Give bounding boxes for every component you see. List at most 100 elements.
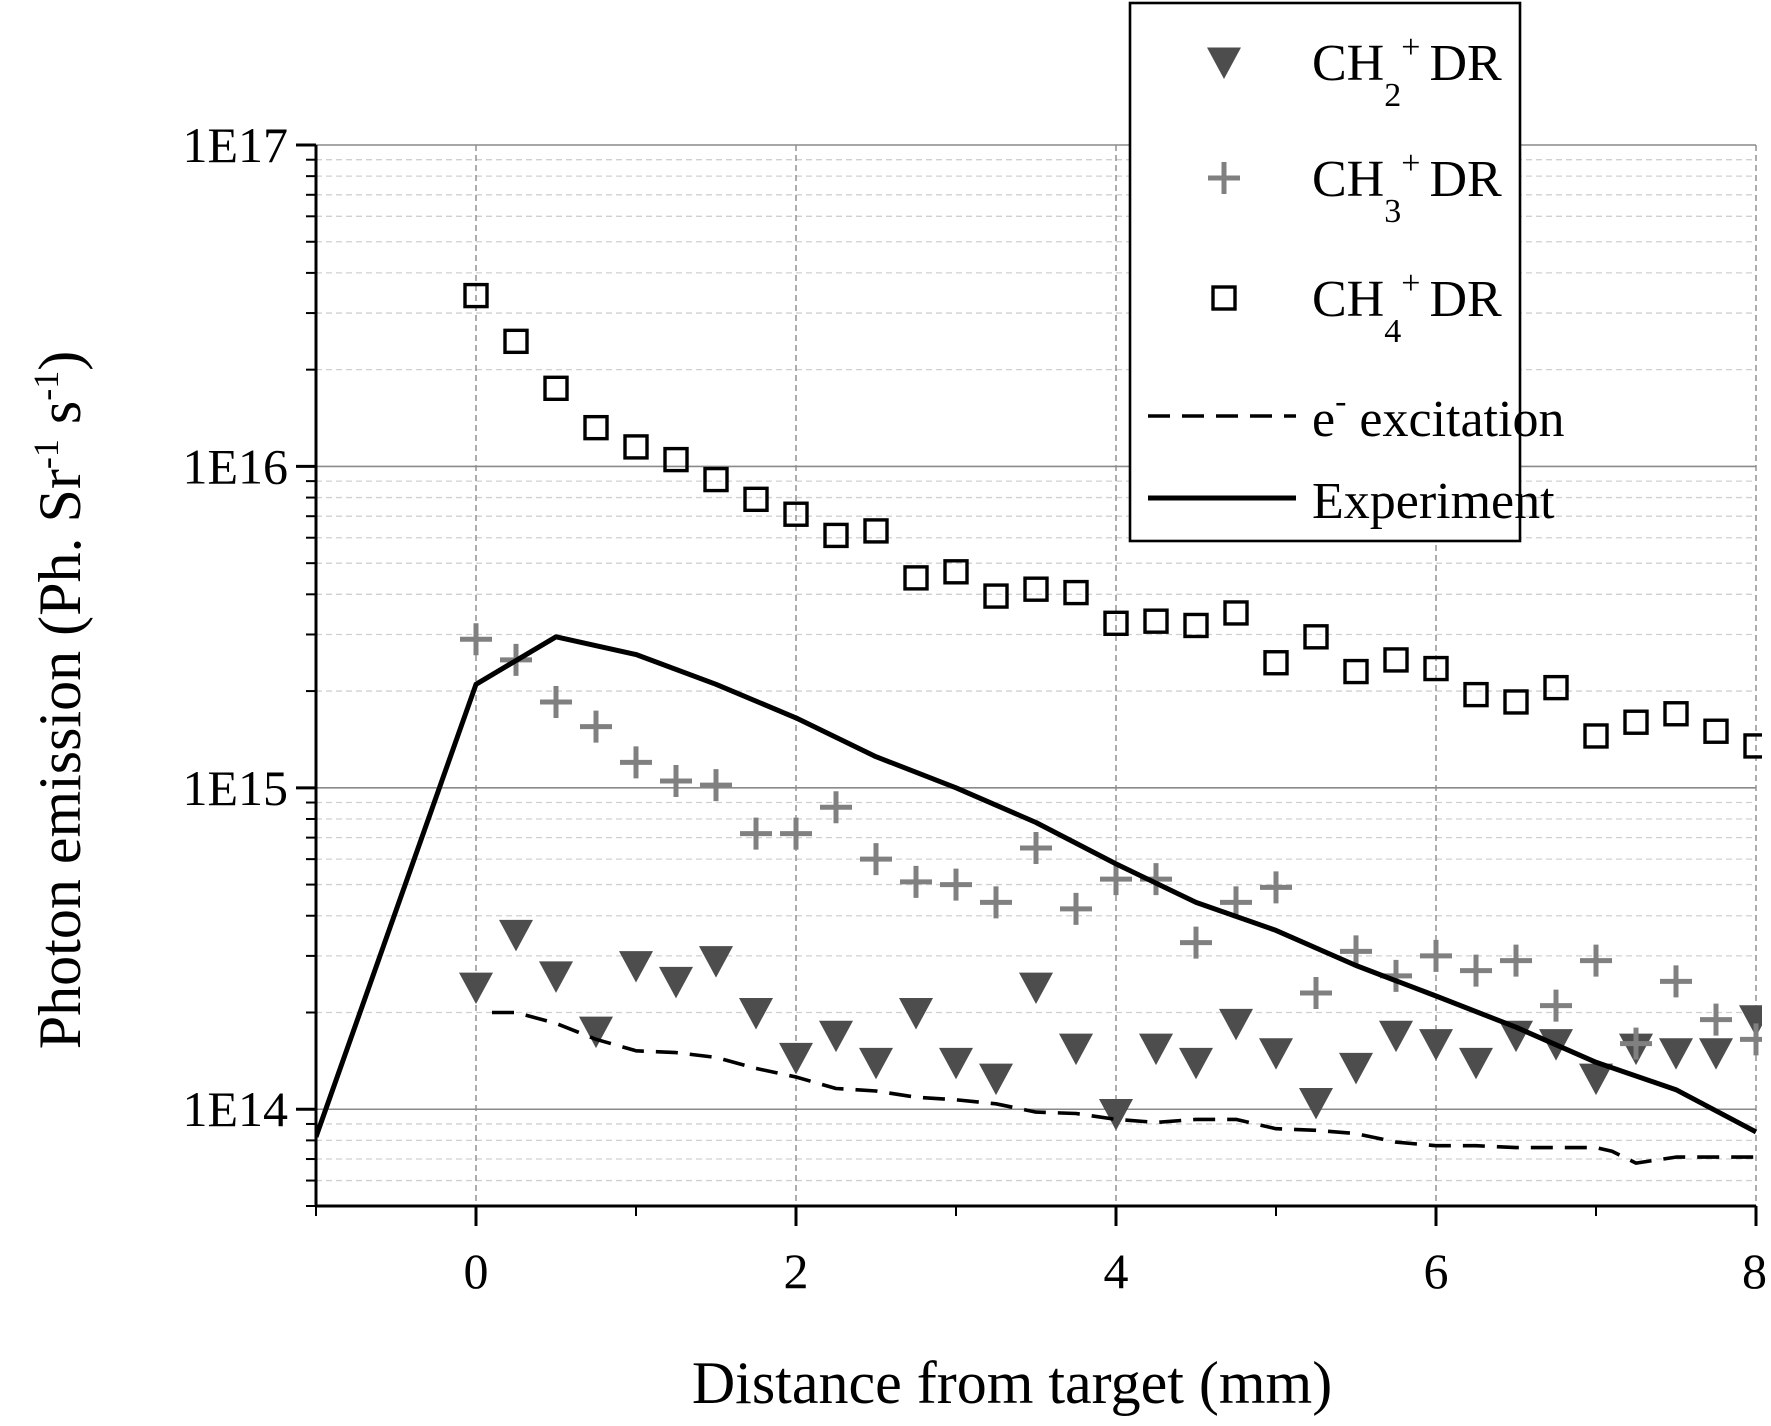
- x-tick-label: 4: [1104, 1243, 1129, 1299]
- data-point-triangle: [1419, 1029, 1453, 1061]
- data-point-square: [503, 328, 529, 355]
- y-tick-label: 1E17: [182, 117, 288, 173]
- data-point-square: [1211, 285, 1237, 311]
- legend-item: CH2+ DR: [1207, 29, 1502, 114]
- data-point-square: [1343, 658, 1369, 685]
- x-tick-label: 6: [1424, 1243, 1449, 1299]
- data-point-plus: [900, 865, 932, 898]
- data-point-square: [1303, 624, 1329, 650]
- data-point-triangle: [1659, 1038, 1693, 1070]
- legend-label: CH4+ DR: [1312, 265, 1502, 350]
- data-point-plus: [1060, 892, 1092, 925]
- series-experiment: [316, 634, 1758, 1138]
- data-point-plus: [1620, 1027, 1652, 1060]
- series-ch3-dr: [460, 623, 1762, 1060]
- data-point-square: [1623, 709, 1649, 735]
- data-point-square: [1423, 655, 1449, 682]
- axes: [296, 143, 1758, 1226]
- data-point-square: [703, 466, 729, 493]
- data-point-square: [943, 559, 969, 585]
- data-point-triangle: [1139, 1033, 1173, 1066]
- data-point-triangle: [859, 1047, 893, 1080]
- series-ch4-dr: [463, 282, 1762, 759]
- data-point-plus: [740, 817, 772, 850]
- legend-box: [1128, 1, 1522, 543]
- legend-label: Experiment: [1312, 473, 1555, 530]
- data-point-plus: [1540, 989, 1572, 1022]
- data-point-triangle: [899, 998, 933, 1030]
- data-point-square: [1583, 723, 1609, 749]
- data-point-triangle: [819, 1020, 853, 1053]
- data-point-square: [903, 565, 929, 591]
- data-point-triangle: [939, 1047, 973, 1080]
- legend: CH2+ DR CH3+ DR CH4+ DR e- excitation Experi…: [1128, 1, 1564, 543]
- data-point-triangle: [539, 961, 573, 993]
- data-point-plus: [1260, 871, 1292, 904]
- data-point-plus: [1740, 1023, 1762, 1056]
- y-tick-label: 1E16: [182, 438, 288, 494]
- tick-labels: 1E14 1E15 1E16 1E17 0 2 4 6 8: [182, 117, 1767, 1299]
- data-point-square: [583, 414, 609, 441]
- data-point-square: [1143, 608, 1169, 634]
- plot-area: [316, 282, 1762, 1165]
- data-point-plus: [1220, 886, 1252, 919]
- legend-item: e- excitation: [1148, 383, 1564, 448]
- data-point-square: [1703, 718, 1729, 744]
- data-point-plus: [1660, 965, 1692, 998]
- data-point-triangle: [979, 1063, 1013, 1096]
- data-point-plus: [460, 623, 492, 656]
- data-point-plus: [580, 710, 612, 743]
- series-ch2-dr: [459, 919, 1762, 1131]
- data-point-plus: [780, 817, 812, 850]
- data-point-square: [543, 375, 569, 401]
- data-point-plus: [540, 685, 572, 718]
- data-point-square: [743, 486, 769, 513]
- data-point-plus: [660, 765, 692, 798]
- data-point-plus: [1020, 831, 1052, 864]
- x-tick-label: 2: [784, 1243, 809, 1299]
- legend-item: Experiment: [1148, 473, 1555, 530]
- data-point-square: [663, 446, 689, 473]
- data-point-plus: [1180, 926, 1212, 959]
- data-point-triangle: [659, 966, 693, 999]
- data-point-square: [783, 501, 809, 527]
- data-point-triangle: [1339, 1052, 1373, 1085]
- data-point-triangle: [1099, 1099, 1133, 1131]
- data-point-plus: [1300, 976, 1332, 1009]
- data-point-square: [1663, 701, 1689, 727]
- data-point-plus: [1460, 954, 1492, 987]
- data-point-triangle: [1059, 1033, 1093, 1066]
- legend-label: e- excitation: [1312, 383, 1564, 448]
- data-point-triangle: [579, 1016, 613, 1049]
- y-tick-label: 1E15: [182, 760, 288, 816]
- data-point-triangle: [1699, 1038, 1733, 1070]
- data-point-plus: [980, 886, 1012, 919]
- x-tick-label: 8: [1742, 1243, 1767, 1299]
- data-point-square: [1023, 576, 1049, 602]
- x-tick-label: 0: [464, 1243, 489, 1299]
- data-point-triangle: [619, 951, 653, 983]
- legend-item: CH3+ DR: [1208, 145, 1502, 230]
- x-axis-title: Distance from target (mm): [692, 1350, 1332, 1416]
- data-point-square: [863, 518, 889, 544]
- legend-item: CH4+ DR: [1211, 265, 1502, 350]
- data-point-plus: [940, 868, 972, 901]
- data-point-square: [1223, 600, 1249, 626]
- data-point-square: [623, 434, 649, 460]
- data-point-triangle: [739, 998, 773, 1030]
- y-tick-label: 1E14: [182, 1081, 288, 1137]
- data-point-square: [1103, 610, 1129, 637]
- data-point-square: [1463, 681, 1489, 708]
- data-point-triangle: [1207, 47, 1241, 79]
- data-point-triangle: [779, 1042, 813, 1075]
- data-point-square: [1263, 650, 1289, 676]
- data-point-plus: [1420, 939, 1452, 972]
- data-point-square: [1063, 579, 1089, 606]
- data-point-triangle: [1219, 1008, 1253, 1041]
- data-point-triangle: [1379, 1020, 1413, 1053]
- data-point-plus: [1208, 162, 1240, 194]
- data-point-square: [1503, 689, 1529, 715]
- data-point-plus: [620, 746, 652, 779]
- data-point-triangle: [1179, 1047, 1213, 1080]
